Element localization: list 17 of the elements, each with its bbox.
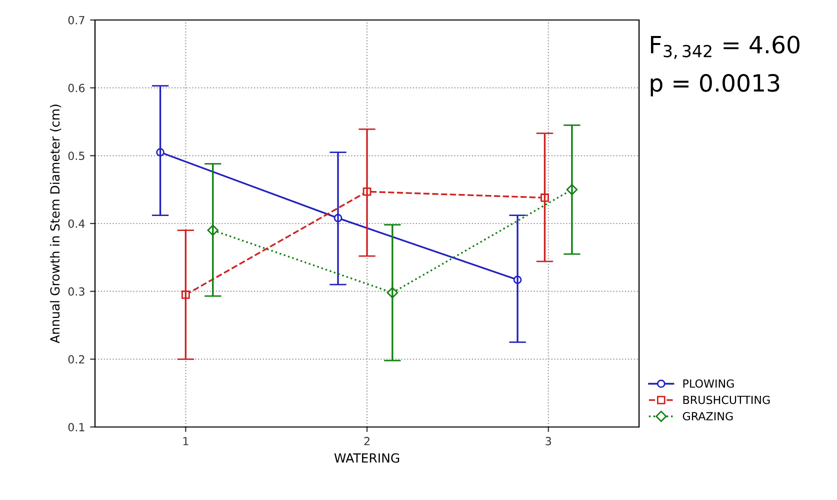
x-axis-title: WATERING	[334, 453, 400, 463]
y-tick-label: 0.5	[68, 152, 84, 160]
x-tick-label: 1	[183, 437, 188, 446]
legend-label: GRAZING	[682, 412, 733, 420]
y-tick-label: 0.6	[68, 84, 85, 92]
y-axis-title: Annual Growth in Stem Diameter (cm)	[50, 104, 62, 344]
x-tick-label: 2	[364, 436, 370, 446]
legend-label: BRUSHCUTTING	[683, 396, 770, 404]
text: p = 0.0013	[650, 74, 780, 96]
y-tick-label: 0.7	[68, 16, 84, 24]
legend-label: PLOWING	[683, 379, 734, 388]
x-tick-label: 3	[546, 436, 552, 446]
y-tick-label: 0.1	[68, 422, 84, 432]
text: F$_{3,342}$ = 4.60	[650, 36, 800, 60]
y-tick-label: 0.3	[68, 287, 84, 296]
y-tick-label: 0.4	[68, 219, 85, 228]
y-tick-label: 0.2	[68, 355, 84, 364]
